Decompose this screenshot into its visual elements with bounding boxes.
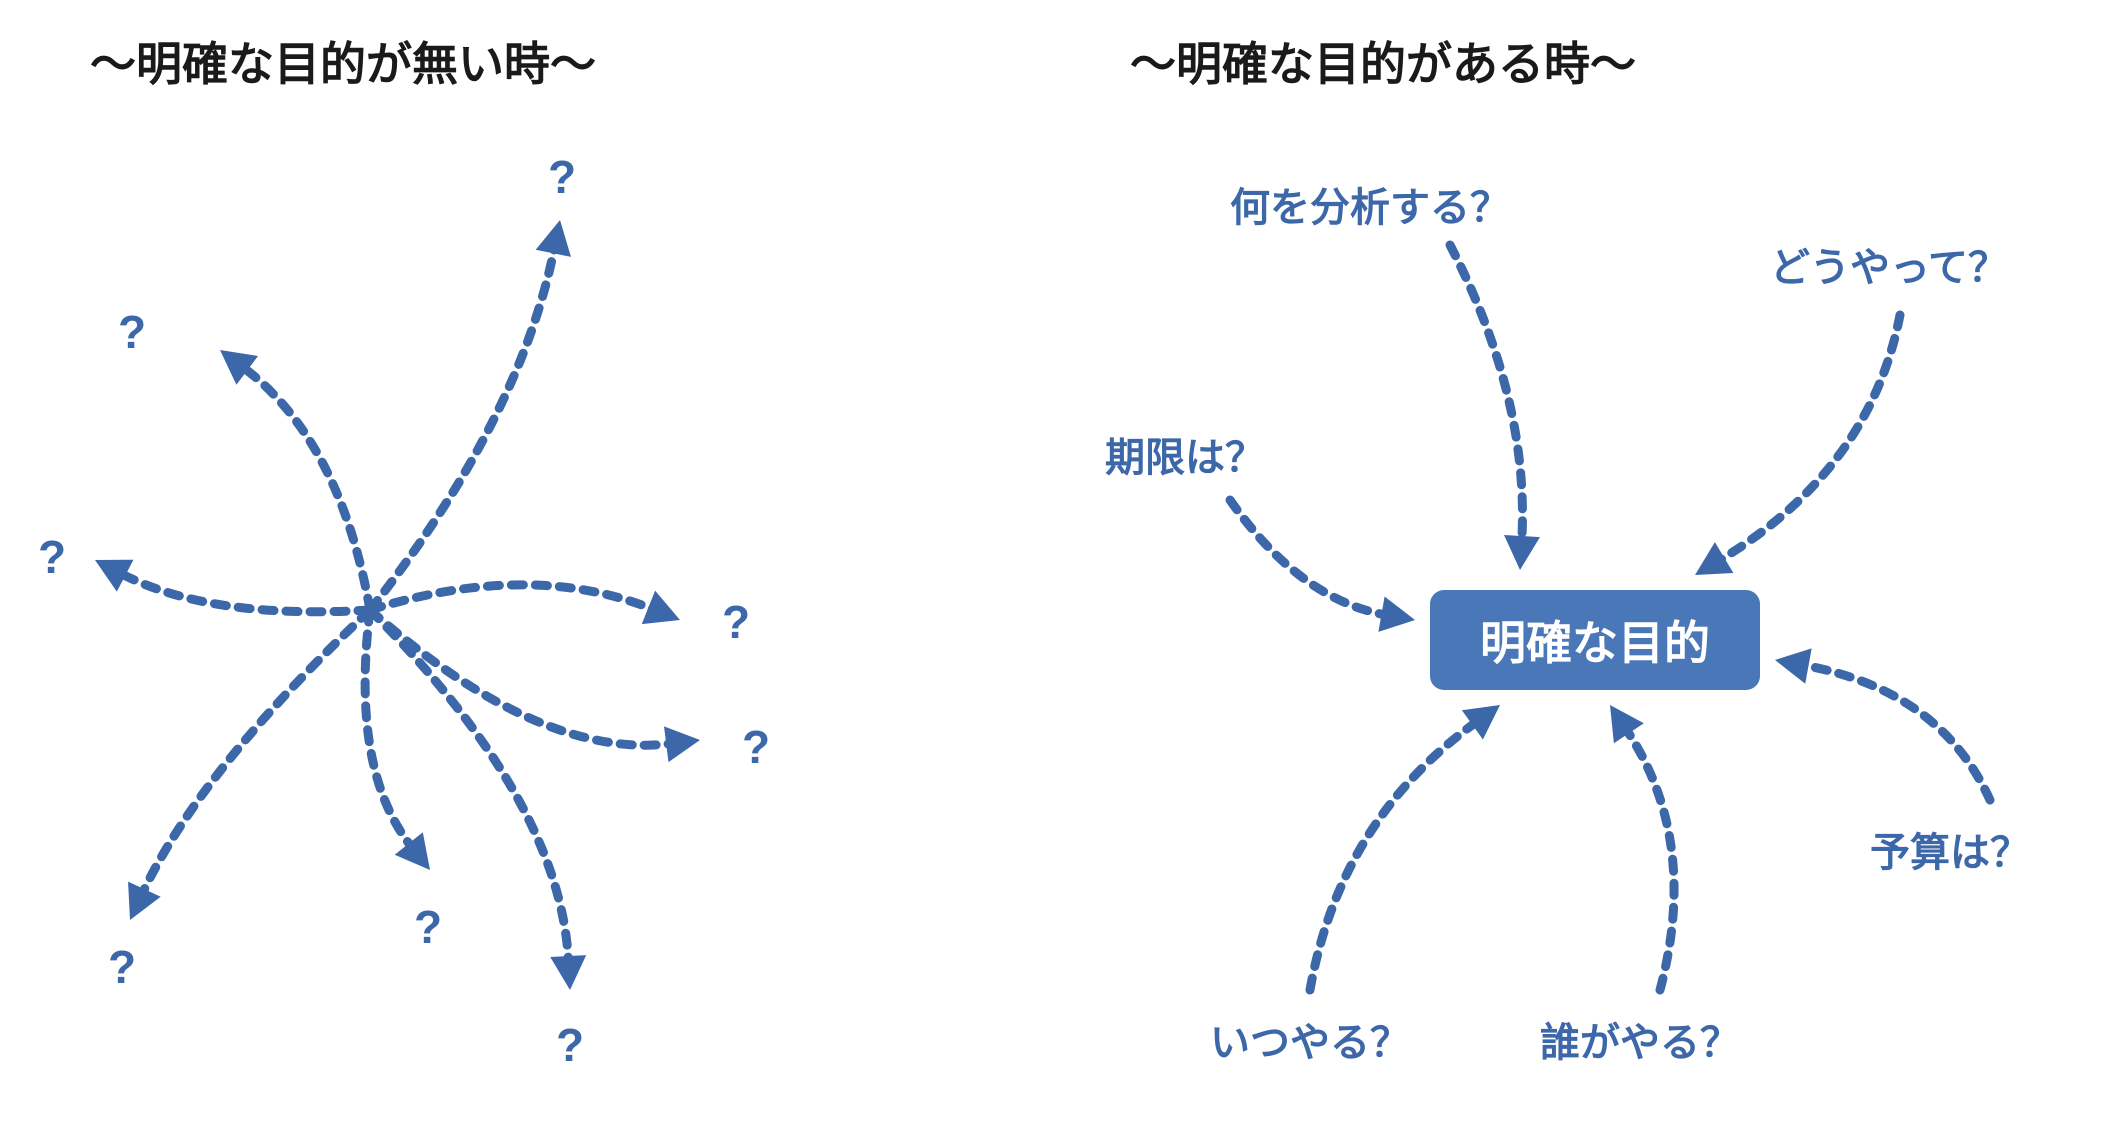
question-mark: ?: [118, 305, 146, 359]
question-mark: ?: [414, 900, 442, 954]
clear-purpose-box: 明確な目的: [1430, 590, 1760, 690]
question-label: 誰がやる？: [1540, 1010, 1740, 1068]
question-label: 期限は？: [1105, 425, 1265, 483]
clear-purpose-label: 明確な目的: [1480, 607, 1710, 673]
question-mark: ?: [548, 150, 576, 204]
arrows-layer: [0, 0, 2108, 1130]
question-label: どうやって？: [1770, 235, 2008, 293]
left-title: 〜明確な目的が無い時〜: [90, 28, 596, 94]
diagram-stage: 〜明確な目的が無い時〜 〜明確な目的がある時〜 明確な目的 ???????? 何…: [0, 0, 2108, 1130]
question-label: 予算は？: [1870, 820, 2030, 878]
question-mark: ?: [742, 720, 770, 774]
question-mark: ?: [38, 530, 66, 584]
right-title: 〜明確な目的がある時〜: [1130, 28, 1636, 94]
question-mark: ?: [108, 940, 136, 994]
question-label: いつやる？: [1210, 1010, 1410, 1068]
question-mark: ?: [556, 1018, 584, 1072]
question-mark: ?: [722, 595, 750, 649]
question-label: 何を分析する？: [1230, 175, 1510, 233]
